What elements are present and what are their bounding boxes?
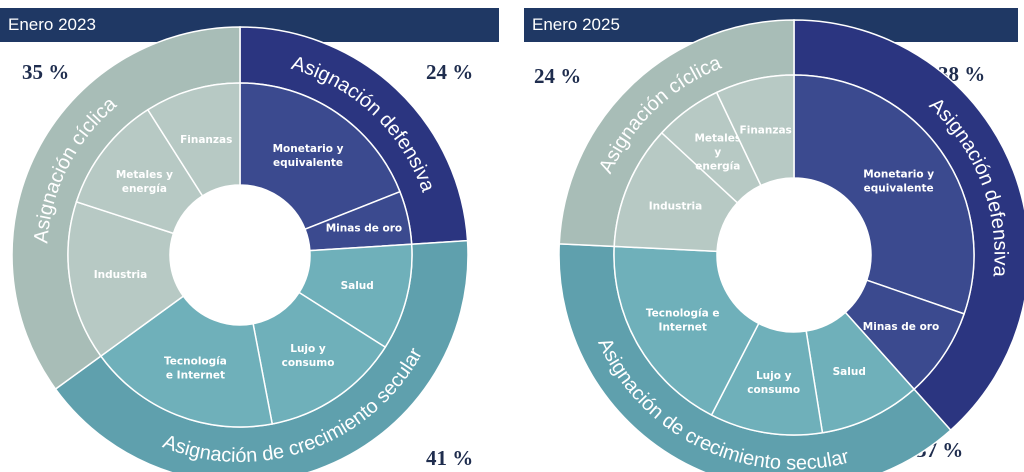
donut-hole (170, 185, 310, 325)
segment-label-lujo-y-consumo: Lujo y consumo (747, 370, 800, 396)
percent-label-defensive-2023: 24 % (426, 60, 474, 84)
percent-label-growth-2023: 41 % (426, 446, 474, 470)
chart-panel-2025: Enero 2025 24 % 38 % 37 % Monetario y equ… (524, 0, 1024, 472)
segment-label-minas-de-oro: Minas de oro (326, 222, 402, 234)
segment-label-metales-y-energia: Metales y energía (116, 169, 173, 195)
donut-hole (717, 178, 871, 332)
segment-label-metales-y-energia: Metales y energía (694, 133, 741, 173)
segment-label-monetario-y-equivalente: Monetario y equivalente (273, 143, 344, 169)
segment-label-industria: Industria (94, 269, 148, 281)
percent-label-cyclic-2025: 24 % (534, 64, 582, 88)
segment-label-monetario-y-equivalente: Monetario y equivalente (863, 168, 934, 194)
segment-label-finanzas: Finanzas (180, 134, 232, 146)
segment-label-salud: Salud (833, 366, 866, 378)
segment-label-lujo-y-consumo: Lujo y consumo (282, 343, 335, 369)
segment-label-finanzas: Finanzas (740, 125, 792, 137)
segment-label-industria: Industria (649, 200, 703, 212)
percent-label-cyclic-2023: 35 % (22, 60, 70, 84)
segment-label-tecnologia-e-internet: Tecnología e Internet (164, 356, 227, 382)
segment-label-tecnologia-e-internet: Tecnología e Internet (646, 307, 720, 333)
segment-label-minas-de-oro: Minas de oro (863, 321, 939, 333)
segment-label-salud: Salud (341, 280, 374, 292)
chart-panel-2023: Enero 2023 35 % 24 % 41 % Monetario y equ… (0, 0, 500, 472)
